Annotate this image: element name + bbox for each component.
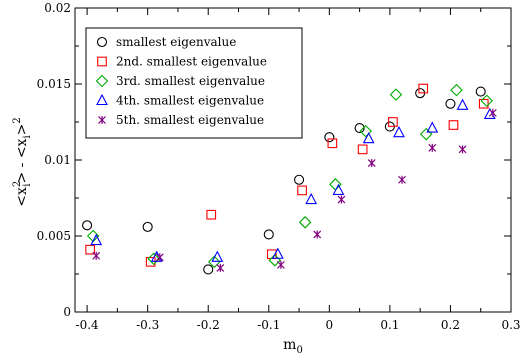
x-tick-label: 0.1 <box>380 318 399 332</box>
series-5 <box>92 108 497 272</box>
legend: smallest eigenvalue 2nd. smallest eigenva… <box>85 27 303 139</box>
svg-text:<x2i> - <xi>2: <x2i> - <xi>2 <box>12 117 33 207</box>
data-point <box>428 143 437 152</box>
data-point <box>216 263 225 272</box>
data-points <box>82 83 497 275</box>
data-point <box>263 229 274 240</box>
data-point <box>147 252 161 266</box>
data-point <box>92 251 101 260</box>
data-point <box>456 98 469 110</box>
x-axis-title: m0 <box>283 337 303 356</box>
legend-box <box>85 27 303 139</box>
y-axis-ticks: 0 0.005 0.01 0.015 0.02 <box>37 1 511 319</box>
data-point <box>155 253 164 262</box>
series-1 <box>82 86 486 275</box>
data-point <box>480 94 494 107</box>
data-point <box>271 247 284 259</box>
legend-label: 2nd. smallest eigenvalue <box>116 55 267 69</box>
data-point <box>324 132 335 143</box>
data-point <box>357 144 368 155</box>
data-point <box>327 138 338 149</box>
data-point <box>329 178 342 191</box>
data-point <box>305 192 318 205</box>
legend-marker <box>98 116 106 124</box>
data-point <box>388 117 398 127</box>
y-tick-label: 0.01 <box>44 153 71 167</box>
data-point <box>475 86 486 97</box>
data-point <box>90 233 103 246</box>
x-tick-label: 0.2 <box>441 318 460 332</box>
data-point <box>389 88 403 101</box>
x-tick-label: -0.1 <box>257 318 280 332</box>
data-point <box>207 255 221 269</box>
x-tick-label: -0.3 <box>136 318 159 332</box>
data-point <box>332 183 345 195</box>
data-point <box>450 83 463 97</box>
x-axis-ticks: -0.4 -0.3 -0.2 -0.1 0 0.1 0.2 0.3 <box>76 8 521 332</box>
legend-label: smallest eigenvalue <box>116 35 236 49</box>
legend-marker <box>96 93 108 106</box>
data-point <box>398 175 406 184</box>
y-tick-label: 0 <box>63 305 71 319</box>
data-point <box>426 121 439 133</box>
legend-label: 4th. smallest eigenvalue <box>116 94 264 108</box>
data-point <box>362 132 375 144</box>
x-tick-label: 0.3 <box>501 318 520 332</box>
x-tick-label: -0.2 <box>197 318 220 332</box>
data-point <box>458 145 467 154</box>
data-point <box>211 250 224 262</box>
series-2 <box>85 83 489 267</box>
series-4 <box>90 98 496 262</box>
data-point <box>354 123 365 134</box>
data-point <box>393 125 405 138</box>
data-point <box>294 174 305 185</box>
data-point <box>268 254 282 267</box>
data-point <box>203 264 214 275</box>
data-point <box>206 209 217 220</box>
data-point <box>276 260 285 269</box>
data-point <box>298 216 312 229</box>
legend-marker <box>95 74 109 88</box>
data-point <box>337 195 346 204</box>
data-point <box>297 185 307 196</box>
data-point <box>142 221 153 232</box>
data-point <box>488 108 497 117</box>
legend-label: 5th. smallest eigenvalue <box>116 113 264 127</box>
x-tick-label: 0 <box>326 318 334 332</box>
data-point <box>85 244 95 255</box>
x-tick-label: -0.4 <box>76 318 100 332</box>
data-point <box>448 120 459 130</box>
y-tick-label: 0.02 <box>44 1 71 15</box>
data-point <box>145 256 156 267</box>
data-point <box>445 98 456 109</box>
data-point <box>359 124 372 138</box>
y-axis-title: <x2i> - <xi>2 <box>12 117 33 207</box>
y-tick-label: 0.015 <box>37 77 71 91</box>
data-point <box>313 230 322 239</box>
legend-marker <box>96 36 108 48</box>
legend-marker <box>97 56 107 67</box>
y-tick-label: 0.005 <box>37 229 71 243</box>
data-point <box>478 98 489 109</box>
data-point <box>419 127 433 141</box>
data-point <box>418 83 429 94</box>
legend-label: 3rd. smallest eigenvalue <box>116 74 265 88</box>
data-point <box>82 220 93 231</box>
svg-text:m0: m0 <box>283 337 303 356</box>
data-point <box>367 159 376 168</box>
